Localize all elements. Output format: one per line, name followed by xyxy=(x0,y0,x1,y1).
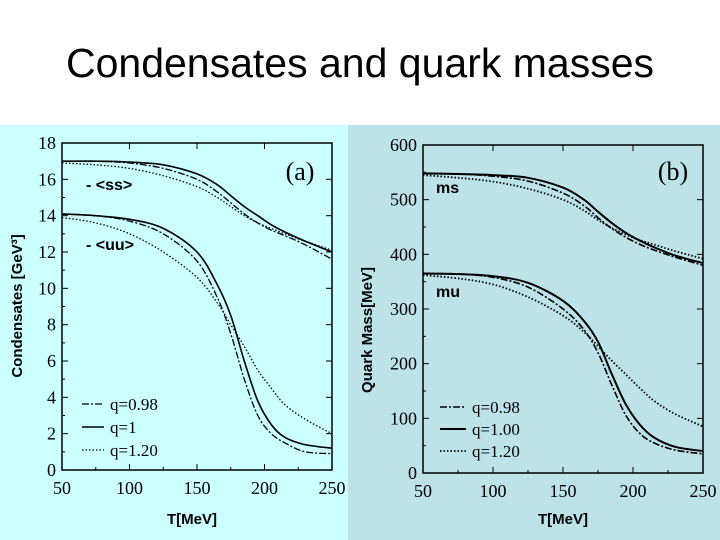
panel-a-group-label-uu: - <uu> xyxy=(86,237,134,254)
panel-b-label: (b) xyxy=(658,157,688,186)
panel-a-series-line-g0-q0 xyxy=(61,160,333,260)
panel-a-ytick-label-5: 10 xyxy=(38,278,56,298)
panel-a-ytick-label-2: 4 xyxy=(47,387,56,407)
panel-a-ytick-label-3: 6 xyxy=(47,351,56,371)
panel-b-xlabel: T[MeV] xyxy=(538,511,588,528)
panel-a-xlabel: T[MeV] xyxy=(167,511,217,528)
panel-a-series-line-g1-q0 xyxy=(61,213,333,455)
panel-a-ytick-label-8: 16 xyxy=(38,169,56,189)
panel-a-series-line-g1-q1 xyxy=(61,213,333,449)
panel-b-ytick-label-5: 500 xyxy=(390,190,417,210)
panel-a-legend: q=0.98 q=1 q=1.20 xyxy=(82,395,158,460)
panel-b-ylabel: Quark Mass[MeV] xyxy=(359,267,376,393)
panel-a-series-line-g1-q2 xyxy=(61,216,333,435)
panel-b-xtick-label-1: 100 xyxy=(480,481,507,501)
panel-a-xtick-label-2: 150 xyxy=(184,478,211,498)
slide-title: Condensates and quark masses xyxy=(65,40,654,86)
panel-b-series-line-g0-q1 xyxy=(422,172,704,265)
panel-a-ylabel: Condensates [GeV³] xyxy=(9,234,26,377)
panel-a-label: (a) xyxy=(286,157,315,186)
chart-marks: 0 2 4 6 8 10 12 14 16 18 50 100 150 200 250 0 100 200 300 4… xyxy=(38,133,717,501)
panel-b-ytick-label-2: 200 xyxy=(390,354,417,374)
panel-a-xtick-label-4: 250 xyxy=(319,478,346,498)
panel-a-ytick-label-6: 12 xyxy=(38,242,56,262)
panel-a-xtick-label-0: 50 xyxy=(53,478,71,498)
panel-a-plot: (a) Condensates [GeV³] T[MeV] - <ss> - <… xyxy=(9,142,333,528)
panel-b-xtick-label-3: 200 xyxy=(620,481,647,501)
panel-b-legend: q=0.98 q=1.00 q=1.20 xyxy=(440,398,520,461)
panel-a-legend-text-2: q=1.20 xyxy=(110,441,158,460)
panel-a-series-line-g0-q2 xyxy=(61,162,333,251)
panel-a-ytick-label-0: 0 xyxy=(47,460,56,480)
panel-b-xtick-label-4: 250 xyxy=(690,481,717,501)
panel-b-series-line-g0-q0 xyxy=(422,172,704,267)
panel-a-ytick-label-4: 8 xyxy=(47,315,56,335)
panel-b-background xyxy=(348,125,720,540)
panel-a-background xyxy=(0,125,348,540)
panel-a-series-line-g0-q1 xyxy=(61,160,333,253)
panel-b-legend-text-0: q=0.98 xyxy=(472,398,520,417)
panel-a-legend-text-0: q=0.98 xyxy=(110,395,158,414)
panel-b-group-label-ms: ms xyxy=(436,180,459,197)
panel-b-ytick-label-3: 300 xyxy=(390,299,417,319)
panel-b-group-label-mu: mu xyxy=(436,284,460,301)
panel-a-xtick-label-1: 100 xyxy=(116,478,143,498)
panel-b-ytick-label-1: 100 xyxy=(390,408,417,428)
panel-b-ytick-label-0: 0 xyxy=(408,463,417,483)
panel-a-ytick-label-1: 2 xyxy=(47,424,56,444)
panel-b-series-line-g1-q1 xyxy=(422,272,704,453)
panel-a-ytick-label-9: 18 xyxy=(38,133,56,153)
panel-a-group-label-ss: - <ss> xyxy=(86,177,132,194)
panel-b-xtick-label-0: 50 xyxy=(414,481,432,501)
panel-b-ytick-label-6: 600 xyxy=(390,135,417,155)
panel-b-series-line-g1-q0 xyxy=(422,272,704,455)
panel-a-ytick-label-7: 14 xyxy=(38,206,56,226)
panel-b-ytick-label-4: 400 xyxy=(390,244,417,264)
panel-b-legend-text-2: q=1.20 xyxy=(472,442,520,461)
panel-b-series-line-g1-q2 xyxy=(422,274,704,428)
panel-b-xtick-label-2: 150 xyxy=(550,481,577,501)
panel-a-legend-text-1: q=1 xyxy=(110,418,137,437)
panel-b-legend-text-1: q=1.00 xyxy=(472,420,520,439)
panel-a-xtick-label-3: 200 xyxy=(251,478,278,498)
panel-b-series-line-g0-q2 xyxy=(422,174,704,260)
